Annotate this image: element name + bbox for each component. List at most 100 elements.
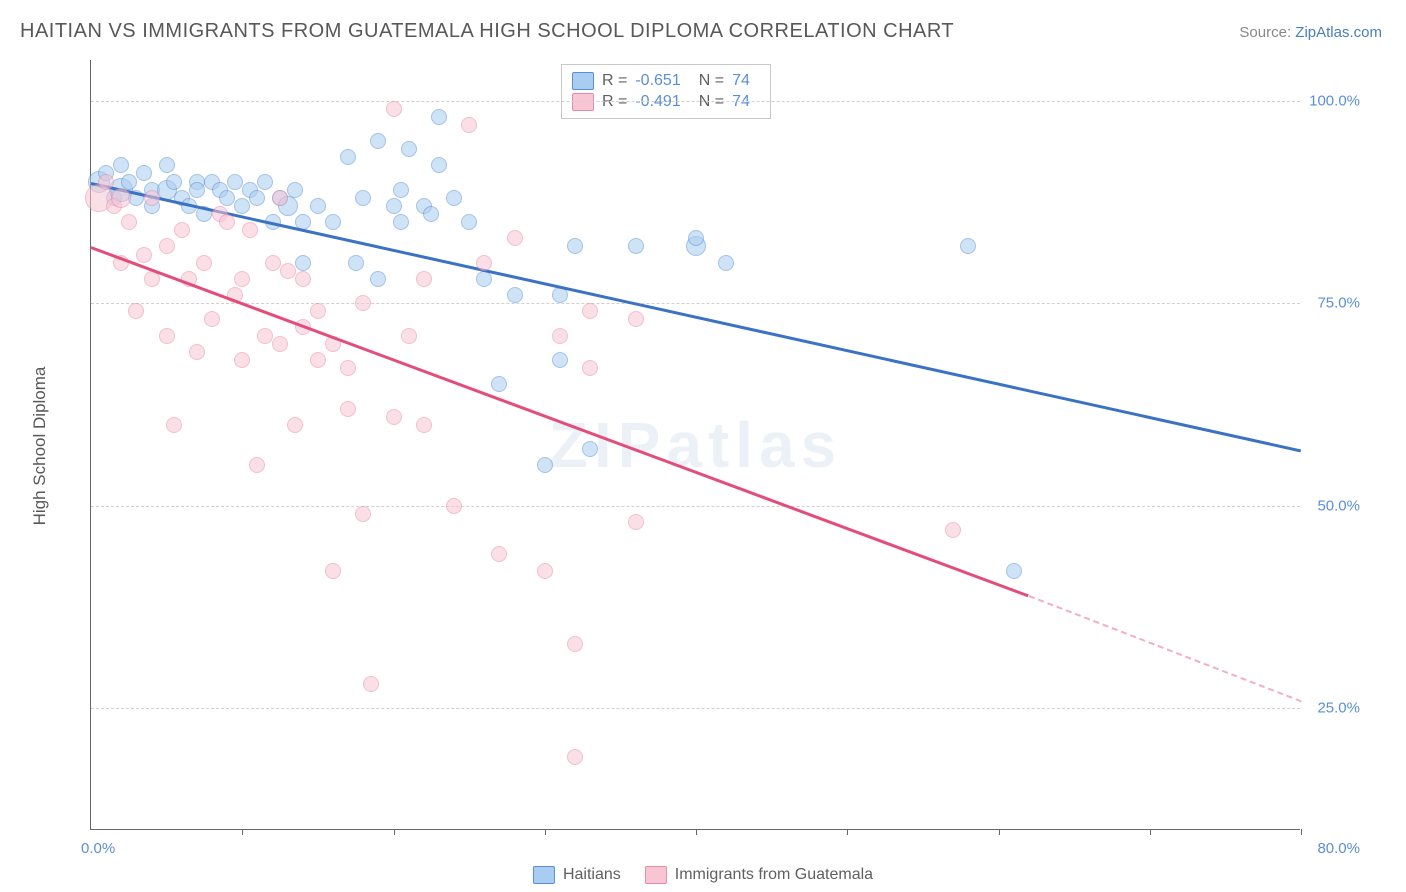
data-point: [295, 271, 311, 287]
x-tick: [242, 829, 243, 835]
swatch-haitians: [533, 866, 555, 884]
data-point: [113, 157, 129, 173]
data-point: [461, 214, 477, 230]
data-point: [257, 328, 273, 344]
data-point: [111, 188, 131, 208]
data-point: [582, 441, 598, 457]
data-point: [325, 563, 341, 579]
data-point: [446, 498, 462, 514]
data-point: [423, 206, 439, 222]
data-point: [325, 214, 341, 230]
data-point: [227, 174, 243, 190]
x-tick: [394, 829, 395, 835]
data-point: [166, 174, 182, 190]
data-point: [295, 255, 311, 271]
data-point: [1006, 563, 1022, 579]
data-point: [355, 190, 371, 206]
data-point: [174, 222, 190, 238]
data-point: [272, 336, 288, 352]
legend-item-guatemala: Immigrants from Guatemala: [645, 866, 873, 884]
data-point: [567, 238, 583, 254]
data-point: [628, 238, 644, 254]
data-point: [507, 287, 523, 303]
data-point: [128, 303, 144, 319]
data-point: [219, 214, 235, 230]
data-point: [121, 214, 137, 230]
stats-legend-box: R = -0.651 N = 74 R = -0.491 N = 74: [561, 64, 771, 119]
data-point: [234, 198, 250, 214]
data-point: [688, 230, 704, 246]
source-link[interactable]: ZipAtlas.com: [1295, 24, 1382, 41]
data-point: [249, 457, 265, 473]
data-point: [136, 165, 152, 181]
data-point: [234, 352, 250, 368]
data-point: [234, 271, 250, 287]
data-point: [98, 174, 114, 190]
data-point: [166, 417, 182, 433]
x-tick: [696, 829, 697, 835]
data-point: [189, 344, 205, 360]
stats-row-haitians: R = -0.651 N = 74: [572, 72, 760, 90]
data-point: [159, 328, 175, 344]
gridline: [91, 506, 1300, 507]
data-point: [257, 174, 273, 190]
data-point: [340, 149, 356, 165]
trend-line: [1028, 595, 1301, 703]
data-point: [370, 271, 386, 287]
data-point: [628, 514, 644, 530]
data-point: [340, 360, 356, 376]
x-tick: [999, 829, 1000, 835]
trend-line: [91, 182, 1302, 452]
data-point: [386, 409, 402, 425]
x-tick-label-right: 80.0%: [1317, 840, 1360, 857]
x-tick-label-left: 0.0%: [81, 840, 115, 857]
y-tick-label: 75.0%: [1317, 295, 1360, 312]
swatch-guatemala: [572, 93, 594, 111]
data-point: [476, 255, 492, 271]
plot-area: ZIPatlas R = -0.651 N = 74 R = -0.491 N …: [90, 60, 1300, 830]
data-point: [272, 190, 288, 206]
data-point: [552, 328, 568, 344]
data-point: [280, 263, 296, 279]
data-point: [144, 190, 160, 206]
data-point: [159, 157, 175, 173]
chart-container: HAITIAN VS IMMIGRANTS FROM GUATEMALA HIG…: [0, 0, 1406, 892]
data-point: [355, 295, 371, 311]
data-point: [431, 109, 447, 125]
x-tick: [847, 829, 848, 835]
data-point: [204, 311, 220, 327]
data-point: [431, 157, 447, 173]
data-point: [348, 255, 364, 271]
data-point: [537, 457, 553, 473]
data-point: [340, 401, 356, 417]
data-point: [507, 230, 523, 246]
data-point: [265, 255, 281, 271]
data-point: [567, 749, 583, 765]
data-point: [567, 636, 583, 652]
data-point: [401, 328, 417, 344]
data-point: [370, 133, 386, 149]
source-label: Source: ZipAtlas.com: [1239, 24, 1382, 41]
x-tick: [1301, 829, 1302, 835]
data-point: [310, 352, 326, 368]
chart-title: HAITIAN VS IMMIGRANTS FROM GUATEMALA HIG…: [20, 20, 954, 43]
swatch-haitians: [572, 72, 594, 90]
data-point: [310, 303, 326, 319]
data-point: [446, 190, 462, 206]
legend-item-haitians: Haitians: [533, 866, 621, 884]
gridline: [91, 101, 1300, 102]
data-point: [136, 247, 152, 263]
bottom-legend: Haitians Immigrants from Guatemala: [533, 866, 873, 884]
data-point: [960, 238, 976, 254]
swatch-guatemala: [645, 866, 667, 884]
data-point: [537, 563, 553, 579]
data-point: [159, 238, 175, 254]
stats-row-guatemala: R = -0.491 N = 74: [572, 93, 760, 111]
data-point: [945, 522, 961, 538]
legend-label: Immigrants from Guatemala: [675, 866, 873, 884]
gridline: [91, 303, 1300, 304]
data-point: [582, 303, 598, 319]
y-tick-label: 100.0%: [1309, 92, 1360, 109]
x-tick: [545, 829, 546, 835]
y-tick-label: 50.0%: [1317, 497, 1360, 514]
